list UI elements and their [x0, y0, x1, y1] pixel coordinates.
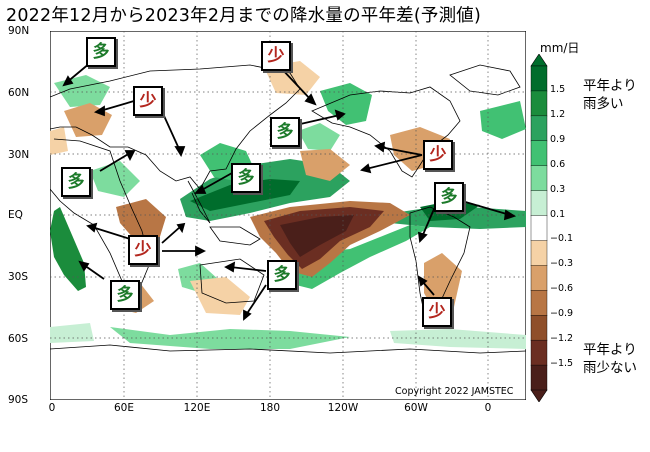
arrowhead [194, 184, 207, 194]
arrowhead [417, 231, 428, 243]
lon-label-180: 180 [259, 402, 281, 414]
arrow [279, 66, 313, 102]
note-less-line-1: 平年より [583, 342, 637, 358]
arrowhead [78, 260, 90, 272]
colorbar [530, 54, 548, 402]
arrow [159, 106, 181, 152]
colorbar-segment [530, 140, 548, 167]
arrowhead [334, 109, 346, 121]
colorbar-segment [530, 339, 548, 366]
arrow [295, 114, 341, 126]
arrow [365, 154, 423, 170]
arrow [379, 146, 423, 156]
colorbar-tick-label: 0.6 [550, 158, 566, 170]
arrowhead [360, 163, 372, 174]
label-more-west-pacific: 多 [231, 163, 261, 193]
label-more-north-europe: 多 [86, 37, 116, 67]
lat-label-30s: 30S [8, 271, 29, 283]
colorbar-tick-label: −0.6 [550, 283, 574, 295]
label-less-north-pacific: 少 [261, 41, 291, 71]
arrow [91, 226, 131, 240]
arrowhead [374, 141, 386, 153]
colorbar-tick-label: −0.1 [550, 233, 574, 245]
colorbar-unit: mm/日 [540, 41, 580, 55]
colorbar-segment [530, 315, 548, 341]
arrowhead [174, 146, 186, 158]
arrowhead [93, 105, 105, 117]
colorbar-segment [530, 240, 548, 266]
label-more-south-pacific: 多 [267, 260, 297, 290]
note-more-line-1: 平年より [583, 78, 637, 94]
precipitation-anomaly-map [50, 31, 526, 400]
arrow [229, 266, 267, 272]
label-less-europe: 少 [133, 86, 163, 116]
arrowhead [176, 222, 186, 234]
arrow [461, 200, 511, 216]
colorbar-tick-label: −0.9 [550, 308, 574, 320]
arrowhead [124, 150, 136, 162]
arrowhead [417, 275, 428, 287]
arrow [421, 208, 435, 238]
colorbar-segment [530, 65, 548, 92]
colorbar-segment [530, 215, 548, 241]
arrow [99, 100, 135, 112]
arrow [199, 172, 233, 192]
colorbar-tick-label: 0.3 [550, 183, 566, 195]
colorbar-tick-label: 1.2 [550, 108, 566, 120]
arrowhead [62, 75, 74, 87]
lat-label-90s: 90S [8, 394, 29, 406]
colorbar-segment [530, 265, 548, 291]
colorbar-segment [530, 90, 548, 117]
note-less-line-2: 雨少ない [583, 360, 637, 376]
colorbar-segment [530, 364, 548, 391]
colorbar-segment [530, 115, 548, 142]
arrowhead [86, 222, 98, 233]
note-more-line-2: 雨多い [583, 96, 624, 112]
colorbar-tick-label: 0.1 [550, 208, 566, 220]
label-less-north-america: 少 [423, 140, 453, 170]
lon-label-0: 0 [48, 402, 56, 414]
colorbar-tick-label: −1.5 [550, 358, 574, 370]
copyright: Copyright 2022 JAMSTEC [395, 386, 514, 397]
lon-label-60e: 60E [114, 402, 134, 414]
arrowhead [224, 261, 236, 273]
arrow [83, 264, 105, 280]
label-less-indian-ocean: 少 [128, 235, 158, 265]
colorbar-segment [530, 190, 548, 217]
coastlines [50, 64, 526, 354]
colorbar-tick-label: 0.9 [550, 133, 566, 145]
map-title: 2022年12月から2023年2月までの降水量の平年差(予測値) [6, 6, 482, 26]
colorbar-tick-label: −1.2 [550, 333, 574, 345]
arrowhead [503, 209, 517, 221]
note-less: 平年より 雨少ない [583, 341, 637, 377]
arrow [99, 152, 131, 172]
lat-label-90n: 90N [8, 25, 30, 37]
lon-label-60w: 60W [404, 402, 428, 414]
lat-label-60s: 60S [8, 333, 29, 345]
arrowhead [243, 309, 252, 321]
note-more: 平年より 雨多い [583, 77, 637, 113]
arrowhead [304, 93, 317, 106]
label-less-south-america: 少 [422, 297, 452, 327]
colorbar-arrow-top [530, 54, 548, 67]
label-more-amazon: 多 [434, 182, 464, 212]
lon-label-120e: 120E [183, 402, 211, 414]
lon-label-120w: 120W [327, 402, 359, 414]
lat-label-30n: 30N [8, 149, 30, 161]
arrow [161, 226, 181, 244]
label-more-east-pacific: 多 [270, 117, 300, 147]
colorbar-tick-label: −0.3 [550, 258, 574, 270]
label-more-south-africa: 多 [110, 280, 140, 310]
colorbar-segment [530, 290, 548, 316]
lon-label-0-east: 0 [484, 402, 492, 414]
colorbar-segment [530, 165, 548, 192]
lat-label-60n: 60N [8, 87, 30, 99]
arrow [245, 284, 267, 316]
label-more-africa-north: 多 [61, 167, 91, 197]
colorbar-tick-label: 1.5 [550, 83, 566, 95]
colorbar-arrow-bottom [530, 389, 548, 402]
dry-anomaly-areas [50, 61, 462, 315]
arrowhead [195, 245, 207, 257]
lat-label-eq: EQ [8, 209, 23, 221]
